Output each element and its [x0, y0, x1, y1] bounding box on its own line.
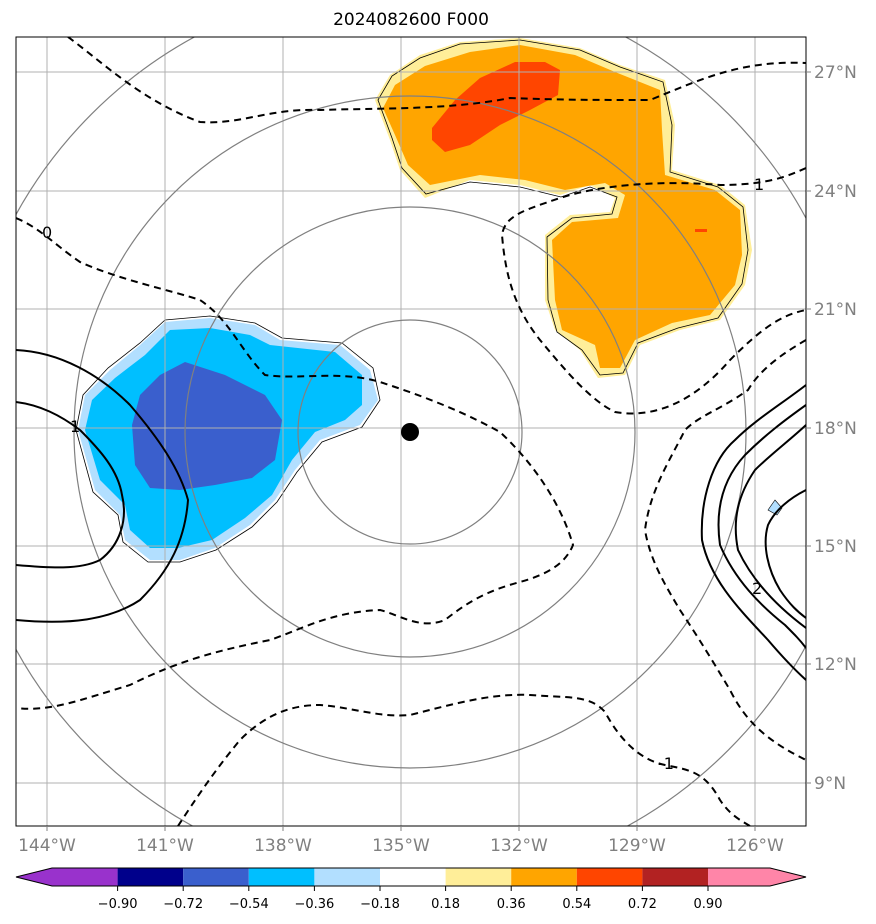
- contour-label: -1: [658, 754, 674, 773]
- warm-anomaly-fleck: [695, 229, 707, 232]
- colorbar-segment: [770, 868, 806, 886]
- colorbar-segment: [708, 868, 770, 886]
- x-tick-label: 144°W: [18, 836, 76, 856]
- warm-anomaly-outline: [377, 39, 749, 376]
- dashed-contour: [643, 339, 806, 761]
- colorbar-segment: [642, 868, 708, 886]
- solid-contour: [16, 349, 190, 623]
- x-tick-label: 135°W: [372, 836, 430, 856]
- colorbar-tick-label: 0.72: [628, 897, 657, 912]
- colorbar-segment: [576, 868, 643, 886]
- y-tick-label: 21°N: [814, 300, 857, 320]
- colorbar-tick-label: −0.72: [163, 897, 203, 912]
- storm-center-marker: [401, 423, 419, 441]
- colorbar-tick-label: −0.18: [360, 897, 400, 912]
- solid-contours: [16, 349, 806, 681]
- colorbar-segment: [52, 868, 118, 886]
- colorbar-tick-label: 0.18: [431, 897, 460, 912]
- contour-label: 2: [752, 579, 762, 598]
- colorbar: −0.90 −0.72 −0.54 −0.36 −0.18 0.18 0.36 …: [15, 867, 807, 912]
- y-tick-label: 27°N: [814, 63, 857, 83]
- colorbar-tick-label: 0.36: [497, 897, 526, 912]
- x-tick-label: 138°W: [254, 836, 312, 856]
- colorbar-tick-label: −0.36: [294, 897, 334, 912]
- x-tick-label: 129°W: [608, 836, 666, 856]
- cold-anomaly-fleck: [767, 499, 783, 516]
- contour-label: 0: [42, 223, 52, 242]
- map-title: 2024082600 F000: [333, 10, 489, 30]
- solid-contour: [734, 424, 806, 629]
- range-ring: [297, 319, 523, 545]
- colorbar-tick-label: −0.90: [98, 897, 138, 912]
- colorbar-segment: [511, 868, 577, 886]
- graticule: [16, 37, 806, 826]
- solid-contour: [700, 384, 806, 681]
- solid-contour: [717, 404, 806, 649]
- range-ring: [184, 206, 636, 658]
- colorbar-segment: [248, 868, 315, 886]
- colorbar-segment: [16, 868, 52, 886]
- x-tick-label: 132°W: [490, 836, 548, 856]
- x-tick-label: 141°W: [136, 836, 194, 856]
- colorbar-segment: [183, 868, 249, 886]
- colorbar-segment: [380, 868, 446, 886]
- x-tick-marks: [46, 826, 756, 831]
- solid-contour: [764, 489, 806, 619]
- map-frame: [15, 36, 807, 827]
- y-tick-label: 24°N: [814, 182, 857, 202]
- range-ring: [73, 95, 747, 769]
- colorbar-outline: [15, 867, 807, 887]
- dashed-contour: [500, 167, 806, 415]
- y-tick-label: 18°N: [814, 419, 857, 439]
- dashed-contour: [67, 37, 806, 124]
- colorbar-tick-label: 0.54: [562, 897, 591, 912]
- dashed-contours: [16, 37, 806, 826]
- contour-label: 1: [754, 175, 764, 194]
- colorbar-tick-label: −0.54: [229, 897, 269, 912]
- colorbar-tick-label: 0.90: [694, 897, 723, 912]
- dashed-contour: [16, 217, 575, 710]
- colorbar-segment: [445, 868, 512, 886]
- y-tick-label: 15°N: [814, 537, 857, 557]
- contour-label: 1: [70, 417, 80, 436]
- y-tick-label: 9°N: [814, 774, 846, 794]
- y-tick-marks: [806, 71, 811, 784]
- map-plot-area: 0 1 1 2 -1: [16, 37, 806, 826]
- cold-anomaly-outline: [75, 315, 381, 563]
- range-rings: [16, 37, 806, 826]
- dashed-contour: [177, 693, 751, 826]
- solid-contour: [16, 401, 125, 569]
- colorbar-segment: [117, 868, 184, 886]
- x-tick-label: 126°W: [726, 836, 784, 856]
- y-tick-label: 12°N: [814, 655, 857, 675]
- colorbar-segment: [314, 868, 380, 886]
